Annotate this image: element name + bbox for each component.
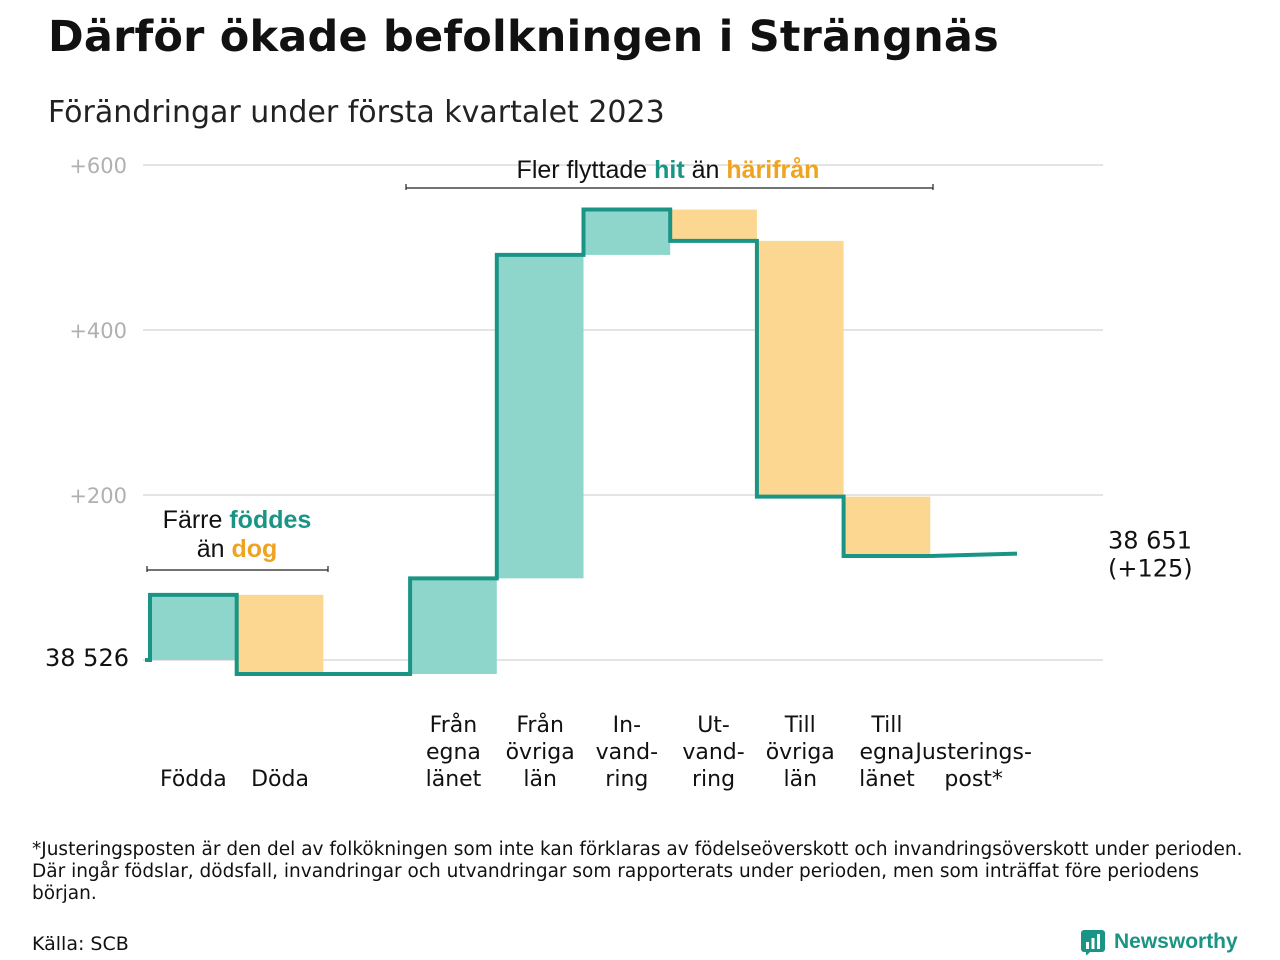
end-value-label: 38 651 xyxy=(1108,527,1192,555)
waterfall-bar xyxy=(844,496,931,557)
y-axis-ticks: +200 +400 +600 xyxy=(69,154,127,508)
x-tick-label: Till övriga län xyxy=(766,713,835,792)
brand[interactable]: Newsworthy xyxy=(1080,929,1238,955)
waterfall-chart: +200 +400 +600 Födda Döda Från egna länet Från ö… xyxy=(45,154,1193,792)
y-tick-label: +400 xyxy=(69,319,127,343)
annotation-births-deaths: Färre föddes än dog xyxy=(146,506,329,572)
annotation-births-bracket xyxy=(146,566,329,572)
waterfall-bar xyxy=(757,240,844,497)
waterfall-bar xyxy=(151,594,237,660)
start-value-label: 38 526 xyxy=(45,644,129,672)
brand-name: Newsworthy xyxy=(1114,930,1238,953)
x-axis-labels: Födda Döda Från egna länet Från övriga län In-va… xyxy=(160,712,1032,792)
x-tick-label: Födda xyxy=(160,767,227,792)
newsworthy-logo-icon xyxy=(1081,930,1105,955)
x-tick-label: Döda xyxy=(251,767,309,792)
waterfall-bar xyxy=(497,254,584,579)
chart-subtitle: Förändringar under första kvartalet 2023 xyxy=(48,95,665,130)
annotation-migration-text: Fler flyttade hit än härifrån xyxy=(517,156,820,184)
annotation-migration-bracket xyxy=(405,184,934,190)
source-label: Källa: SCB xyxy=(32,933,129,955)
x-tick-label: Från övriga län xyxy=(506,712,575,792)
bars xyxy=(151,209,931,675)
x-tick-label: Från egna länet xyxy=(426,712,482,792)
annotation-births-line1: Färre föddes xyxy=(163,506,312,534)
annotation-births-line2: än dog xyxy=(197,535,278,563)
x-tick-label: Justerings-post* xyxy=(913,740,1032,792)
end-change-label: (+125) xyxy=(1108,555,1193,583)
x-tick-label: Ut-vand-ring xyxy=(682,713,744,792)
x-tick-label: In-vand-ring xyxy=(596,713,658,792)
annotation-migration: Fler flyttade hit än härifrån xyxy=(405,156,934,190)
waterfall-bar xyxy=(584,209,671,255)
chart-title: Därför ökade befolkningen i Strängnäs xyxy=(48,12,999,62)
waterfall-bar xyxy=(671,209,757,241)
footnote: *Justeringsposten är den del av folkökni… xyxy=(32,839,1243,904)
waterfall-bar xyxy=(411,578,497,675)
y-tick-label: +200 xyxy=(69,484,127,508)
cumulative-step-line xyxy=(145,207,1018,677)
waterfall-bar xyxy=(237,594,324,675)
y-tick-label: +600 xyxy=(69,154,127,178)
x-tick-label: Till egna länet xyxy=(859,713,915,792)
